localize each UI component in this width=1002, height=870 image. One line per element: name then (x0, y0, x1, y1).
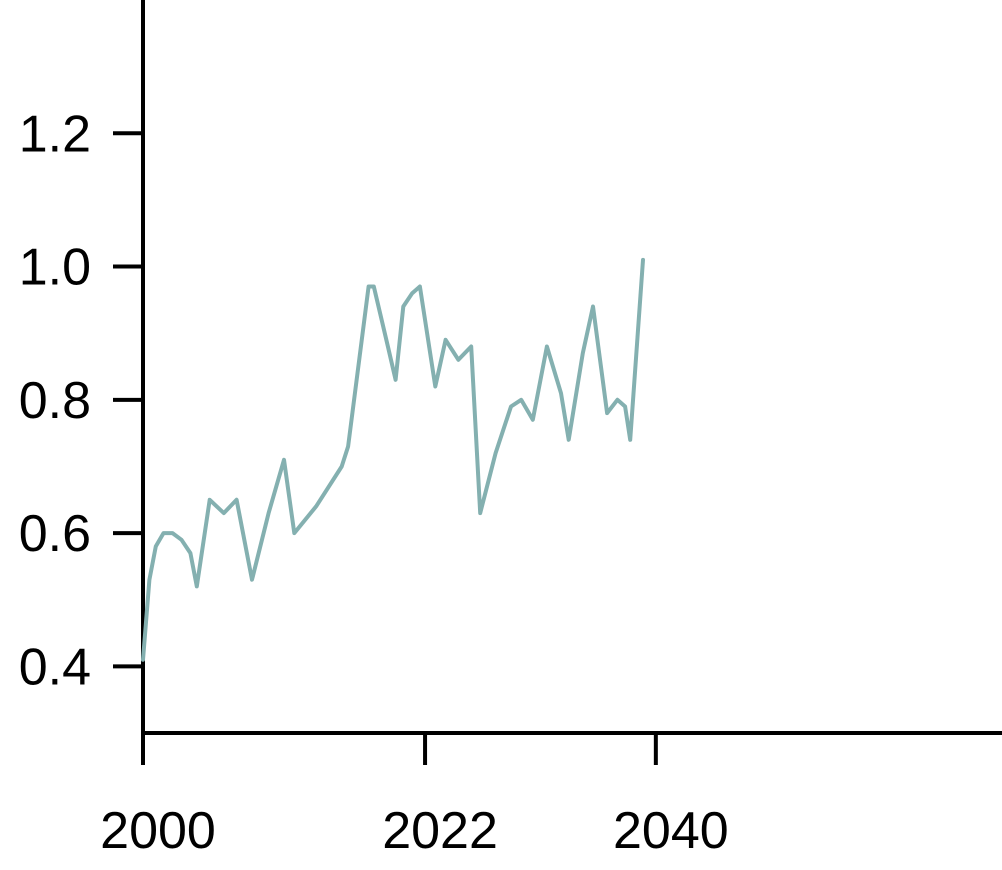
y-tick-label: 1.0 (19, 239, 91, 297)
y-tick-label: 0.4 (19, 638, 91, 696)
series-line (141, 257, 645, 662)
x-tick-label: 2022 (382, 802, 498, 860)
x-axis-ticks: 2000 2022 2040 (100, 733, 729, 860)
series-group (141, 257, 645, 662)
y-tick-label: 1.2 (19, 105, 91, 163)
y-tick-label: 0.8 (19, 372, 91, 430)
y-tick-label: 0.6 (19, 505, 91, 563)
x-tick-label: 2000 (100, 802, 216, 860)
y-axis-ticks: 0.4 0.6 0.8 1.0 1.2 (19, 105, 143, 696)
x-tick-label: 2040 (613, 802, 729, 860)
